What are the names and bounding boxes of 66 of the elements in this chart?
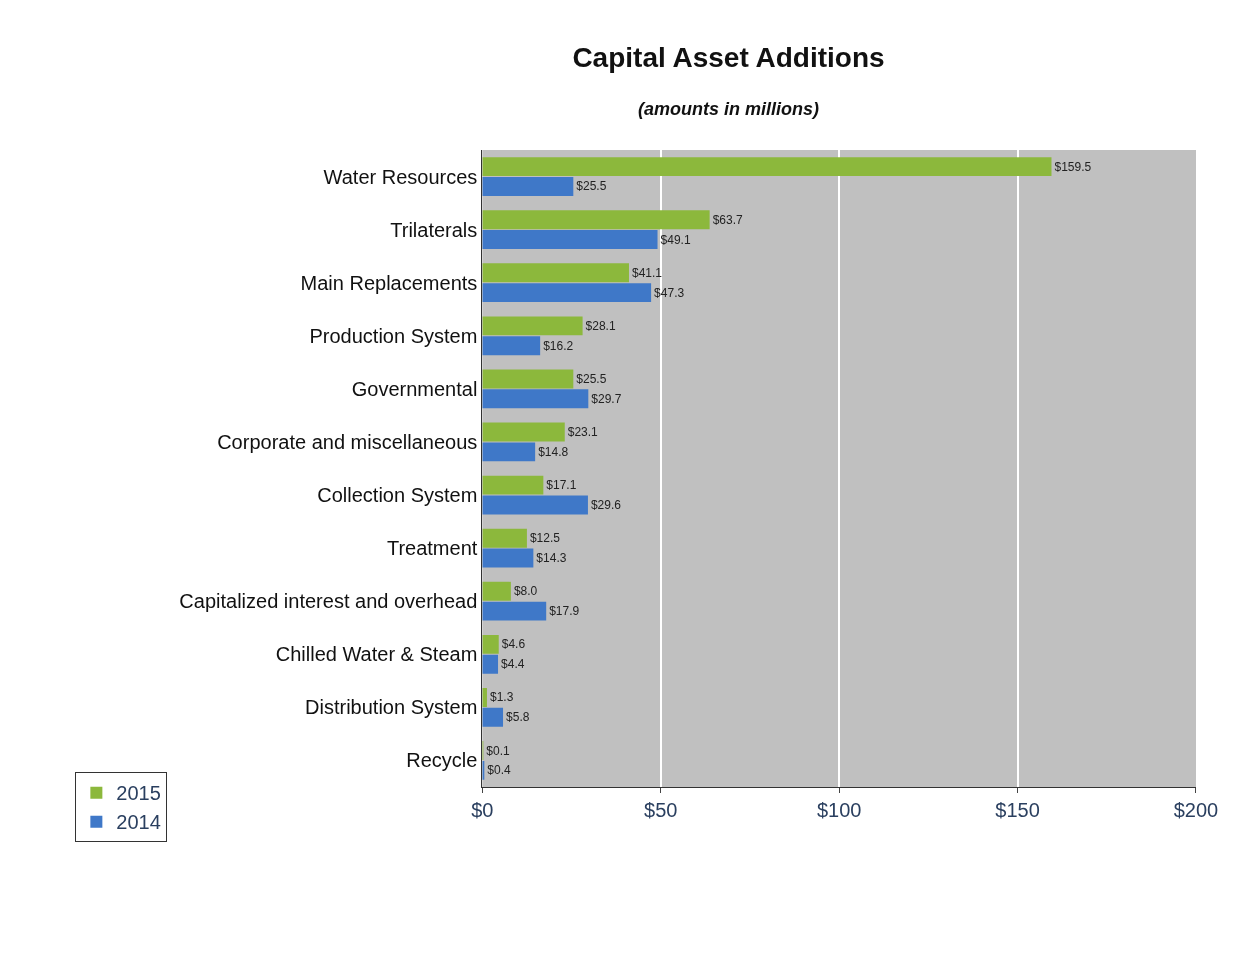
- bar: [482, 601, 547, 621]
- bar: [482, 336, 541, 356]
- y-tick-label: Collection System: [317, 484, 478, 507]
- data-label: $25.5: [576, 179, 607, 194]
- x-tick-label: $50: [644, 799, 678, 821]
- data-label: $29.7: [591, 391, 622, 406]
- bar: [482, 316, 583, 336]
- bar: [482, 389, 589, 409]
- y-tick-label: Water Resources: [323, 165, 478, 188]
- bar: [482, 422, 565, 442]
- bar: [482, 654, 499, 674]
- y-tick-label: Trilaterals: [390, 218, 478, 241]
- legend-label: 2014: [116, 811, 161, 834]
- y-tick-label: Recycle: [406, 749, 478, 772]
- y-tick-label: Production System: [309, 324, 478, 347]
- bar: [482, 210, 710, 230]
- x-tick-label: $150: [995, 799, 1040, 821]
- chart-title: Capital Asset Additions: [572, 42, 885, 74]
- bar: [482, 581, 511, 601]
- data-label: $12.5: [529, 531, 561, 546]
- x-tick-label: $0: [471, 799, 494, 821]
- y-tick-label: Chilled Water & Steam: [275, 643, 478, 666]
- data-label: $16.2: [543, 338, 574, 353]
- data-label: $14.8: [538, 444, 569, 459]
- y-tick-label: Governmental: [351, 377, 478, 400]
- bar: [482, 177, 574, 196]
- bar: [482, 442, 536, 462]
- data-label: $41.1: [631, 265, 663, 280]
- bar: [482, 369, 574, 389]
- bar: [482, 230, 658, 250]
- bar: [482, 528, 527, 548]
- data-label: $14.3: [536, 551, 567, 566]
- data-label: $8.0: [513, 584, 538, 599]
- data-label: $1.3: [489, 690, 514, 705]
- bar: [482, 548, 534, 568]
- y-tick-label: Capitalized interest and overhead: [179, 590, 478, 613]
- y-tick-label: Treatment: [386, 537, 478, 560]
- chart-subtitle: (amounts in millions): [637, 98, 819, 119]
- y-tick-label: Corporate and miscellaneous: [217, 430, 478, 453]
- data-label: $17.9: [549, 604, 580, 619]
- bar: [482, 283, 652, 303]
- data-label: $17.1: [546, 478, 577, 493]
- data-label: $63.7: [712, 212, 743, 227]
- data-label: $4.4: [501, 657, 525, 672]
- bar: [482, 634, 499, 654]
- bar: [482, 495, 588, 515]
- bar: [482, 157, 1052, 177]
- data-label: $23.1: [567, 425, 599, 440]
- data-label: $49.1: [660, 232, 691, 247]
- data-label: $25.5: [576, 371, 607, 386]
- data-label: $0.4: [487, 763, 512, 778]
- legend-label: 2015: [116, 782, 161, 805]
- data-label: $0.1: [486, 743, 511, 758]
- x-tick-label: $200: [1173, 799, 1219, 821]
- bar: [482, 475, 544, 495]
- data-label: $29.6: [590, 497, 622, 512]
- data-label: $47.3: [654, 285, 685, 300]
- y-tick-label: Main Replacements: [300, 271, 478, 294]
- data-label: $159.5: [1054, 159, 1092, 174]
- x-tick-label: $100: [816, 799, 862, 821]
- bar: [482, 707, 504, 727]
- y-tick-label: Distribution System: [305, 696, 478, 719]
- data-label: $4.6: [501, 637, 526, 652]
- data-label: $5.8: [506, 710, 530, 725]
- data-label: $28.1: [585, 318, 616, 333]
- bar: [482, 263, 629, 283]
